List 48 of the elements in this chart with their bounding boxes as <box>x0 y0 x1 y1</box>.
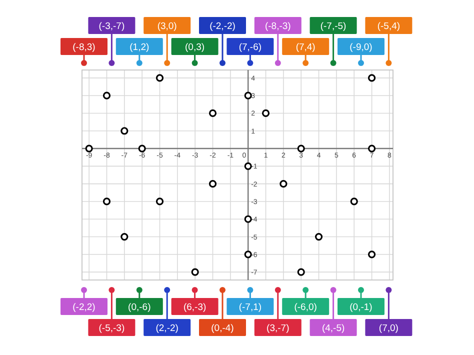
point <box>244 162 252 170</box>
text: (-2,2) <box>72 302 96 313</box>
text: (-7,1) <box>238 302 262 313</box>
text: (-2,-2) <box>210 21 236 32</box>
text: (-6,0) <box>294 302 317 313</box>
text: (7,0) <box>378 323 398 334</box>
point <box>368 144 376 152</box>
text: (-7,-5) <box>320 21 346 32</box>
text: (0,-4) <box>211 323 234 334</box>
point <box>244 215 252 223</box>
text: (-8,3) <box>72 42 96 53</box>
point <box>156 198 164 206</box>
text: (-3,-7) <box>98 21 125 32</box>
point <box>350 198 358 206</box>
text: (-5,-3) <box>98 323 125 334</box>
point <box>314 232 323 241</box>
text: (0,-6) <box>128 302 151 313</box>
text: (0,3) <box>185 42 205 53</box>
text: (7,4) <box>296 42 316 53</box>
point <box>85 144 93 152</box>
text: (3,-7) <box>266 323 290 334</box>
point <box>244 250 252 258</box>
point <box>208 109 217 118</box>
point <box>191 268 199 276</box>
point <box>368 74 376 82</box>
point <box>297 268 305 276</box>
point <box>280 180 288 188</box>
point <box>368 250 376 258</box>
point <box>244 92 252 100</box>
point <box>120 232 128 241</box>
text: (4,-5) <box>322 323 345 334</box>
point <box>138 144 146 152</box>
text: (3,0) <box>157 21 177 32</box>
point <box>208 180 217 188</box>
text: (-8,-3) <box>264 21 291 32</box>
text: (-5,4) <box>377 21 400 32</box>
point <box>120 127 128 135</box>
point <box>262 109 270 118</box>
text: (6,-3) <box>183 302 206 313</box>
text: (1,2) <box>130 42 150 53</box>
point <box>156 74 164 82</box>
text: (7,-6) <box>238 42 262 53</box>
point <box>102 198 111 206</box>
point <box>297 144 305 152</box>
text: (2,-2) <box>156 323 178 334</box>
text: (-9,0) <box>350 42 372 53</box>
point <box>102 92 111 100</box>
text: (0,-1) <box>350 302 372 313</box>
